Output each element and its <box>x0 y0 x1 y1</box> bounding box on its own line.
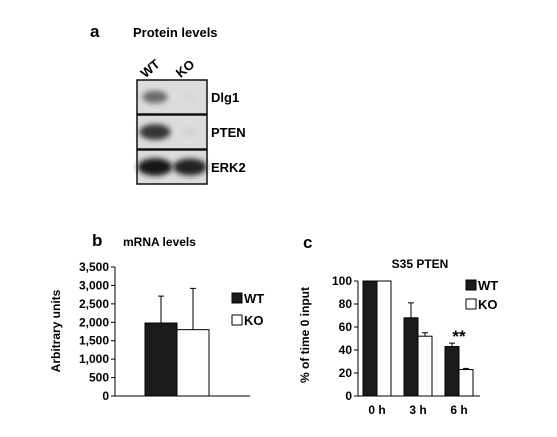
y-tick-label: 3,500 <box>79 260 109 274</box>
western-blot: WT KO Dlg1 PTEN ERK2 <box>136 56 246 185</box>
blot-band <box>137 158 173 176</box>
blot-band <box>183 93 197 101</box>
bar-wt <box>403 317 419 397</box>
y-tick-label: 500 <box>89 371 109 385</box>
s35-pten-chart: S35 PTEN % of time 0 input 0 20 40 60 80 100 0 h… <box>298 257 498 417</box>
legend-swatch-wt <box>465 279 477 291</box>
panel-c-letter: c <box>303 233 312 252</box>
y-tick-label: 40 <box>339 343 353 357</box>
bar-ko <box>376 280 392 397</box>
chart-title: mRNA levels <box>123 235 196 249</box>
blot-band <box>142 90 168 104</box>
y-tick-label: 0 <box>345 389 352 403</box>
y-tick-label: 2,000 <box>79 315 109 329</box>
blot-band <box>183 128 197 136</box>
y-axis-label: Arbitrary units <box>49 289 63 372</box>
panel-a-letter: a <box>90 22 100 41</box>
panel-b-letter: b <box>92 231 102 250</box>
bar-ko <box>417 335 433 397</box>
bar-wt <box>444 346 460 397</box>
y-tick-label: 60 <box>339 320 353 334</box>
legend-label: KO <box>244 313 264 328</box>
significance-marker: ** <box>452 327 466 346</box>
y-axis-label: % of time 0 input <box>298 287 312 383</box>
y-tick-label: 3,000 <box>79 278 109 292</box>
legend-swatch-wt <box>231 292 243 304</box>
legend-swatch-ko <box>465 298 477 310</box>
blot-label: Dlg1 <box>211 90 239 105</box>
blot-band <box>173 158 207 176</box>
chart-title: S35 PTEN <box>392 257 449 271</box>
bar-wt <box>362 280 378 397</box>
bar-ko <box>176 329 210 397</box>
legend-label: KO <box>478 297 498 312</box>
legend-label: WT <box>478 278 498 293</box>
y-tick-label: 2,500 <box>79 297 109 311</box>
y-tick-label: 1,000 <box>79 352 109 366</box>
y-tick-label: 20 <box>339 366 353 380</box>
mrna-chart: mRNA levels Arbitrary units 0 500 1,000 1,500… <box>49 235 264 403</box>
legend-label: WT <box>244 291 264 306</box>
blot-label: PTEN <box>211 125 246 140</box>
bar-wt <box>144 322 178 397</box>
y-tick-label: 0 <box>102 389 109 403</box>
y-tick-label: 80 <box>339 297 353 311</box>
x-tick-label: 0 h <box>368 403 385 417</box>
legend-swatch-ko <box>231 314 243 326</box>
y-tick-label: 1,500 <box>79 334 109 348</box>
panel-a-title: Protein levels <box>133 25 218 40</box>
bar-ko <box>458 369 474 397</box>
lane-label: KO <box>173 57 198 81</box>
x-tick-label: 6 h <box>450 403 467 417</box>
x-tick-label: 3 h <box>409 403 426 417</box>
lane-label: WT <box>138 56 163 81</box>
y-tick-label: 100 <box>332 274 352 288</box>
blot-band <box>139 124 171 140</box>
blot-label: ERK2 <box>211 160 246 175</box>
